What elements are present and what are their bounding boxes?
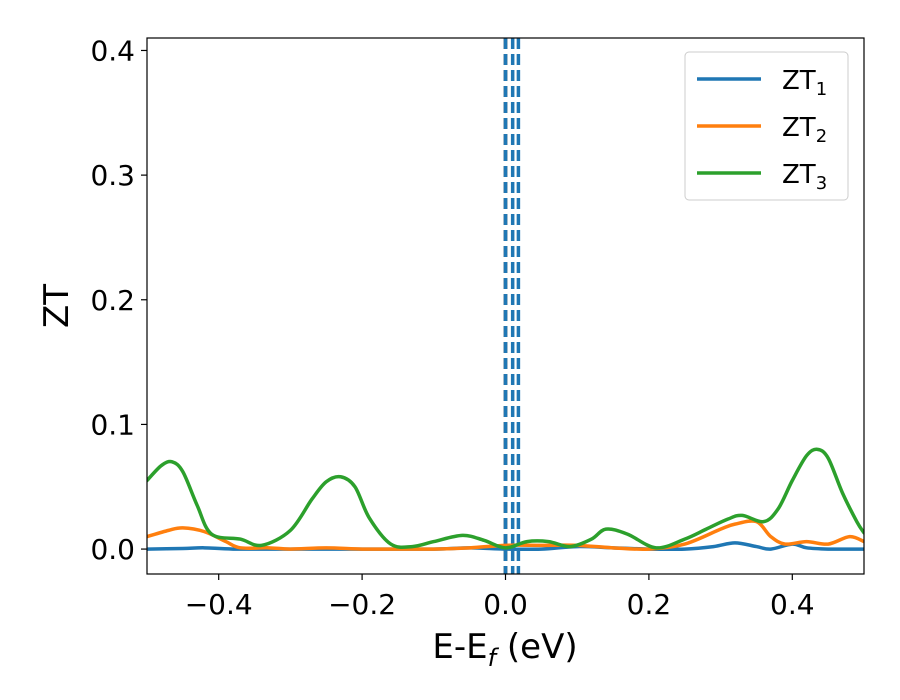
legend-label-zt2: ZT2: [782, 113, 827, 147]
y-tick-label: 0.3: [90, 159, 135, 192]
x-axis-label: E-Ef (eV): [432, 627, 577, 672]
x-tick-label: 0.0: [483, 588, 528, 621]
y-tick-label: 0.2: [90, 284, 135, 317]
y-tick-label: 0.1: [90, 408, 135, 441]
legend-box: [684, 51, 849, 201]
y-tick-label: 0.0: [90, 533, 135, 566]
legend: ZT1 ZT2 ZT3: [684, 51, 849, 201]
x-axis-label-unit: (eV): [496, 627, 578, 667]
y-axis-ticks: 0.0 0.1 0.2 0.3 0.4: [90, 34, 147, 566]
legend-label-zt3: ZT3: [782, 160, 827, 194]
x-tick-label: 0.2: [627, 588, 672, 621]
y-axis-label: ZT: [37, 284, 77, 328]
y-tick-label: 0.4: [90, 34, 135, 67]
x-tick-label: −0.2: [328, 588, 396, 621]
x-axis-ticks: −0.4 −0.2 0.0 0.2 0.4: [185, 574, 815, 621]
series-line-zt3: [147, 447, 864, 550]
x-tick-label: 0.4: [770, 588, 815, 621]
x-tick-label: −0.4: [185, 588, 253, 621]
fermi-level-lines: [503, 38, 521, 574]
series-line-zt2: [147, 519, 864, 551]
legend-label-zt1: ZT1: [782, 66, 827, 100]
series-layer: [147, 447, 864, 552]
